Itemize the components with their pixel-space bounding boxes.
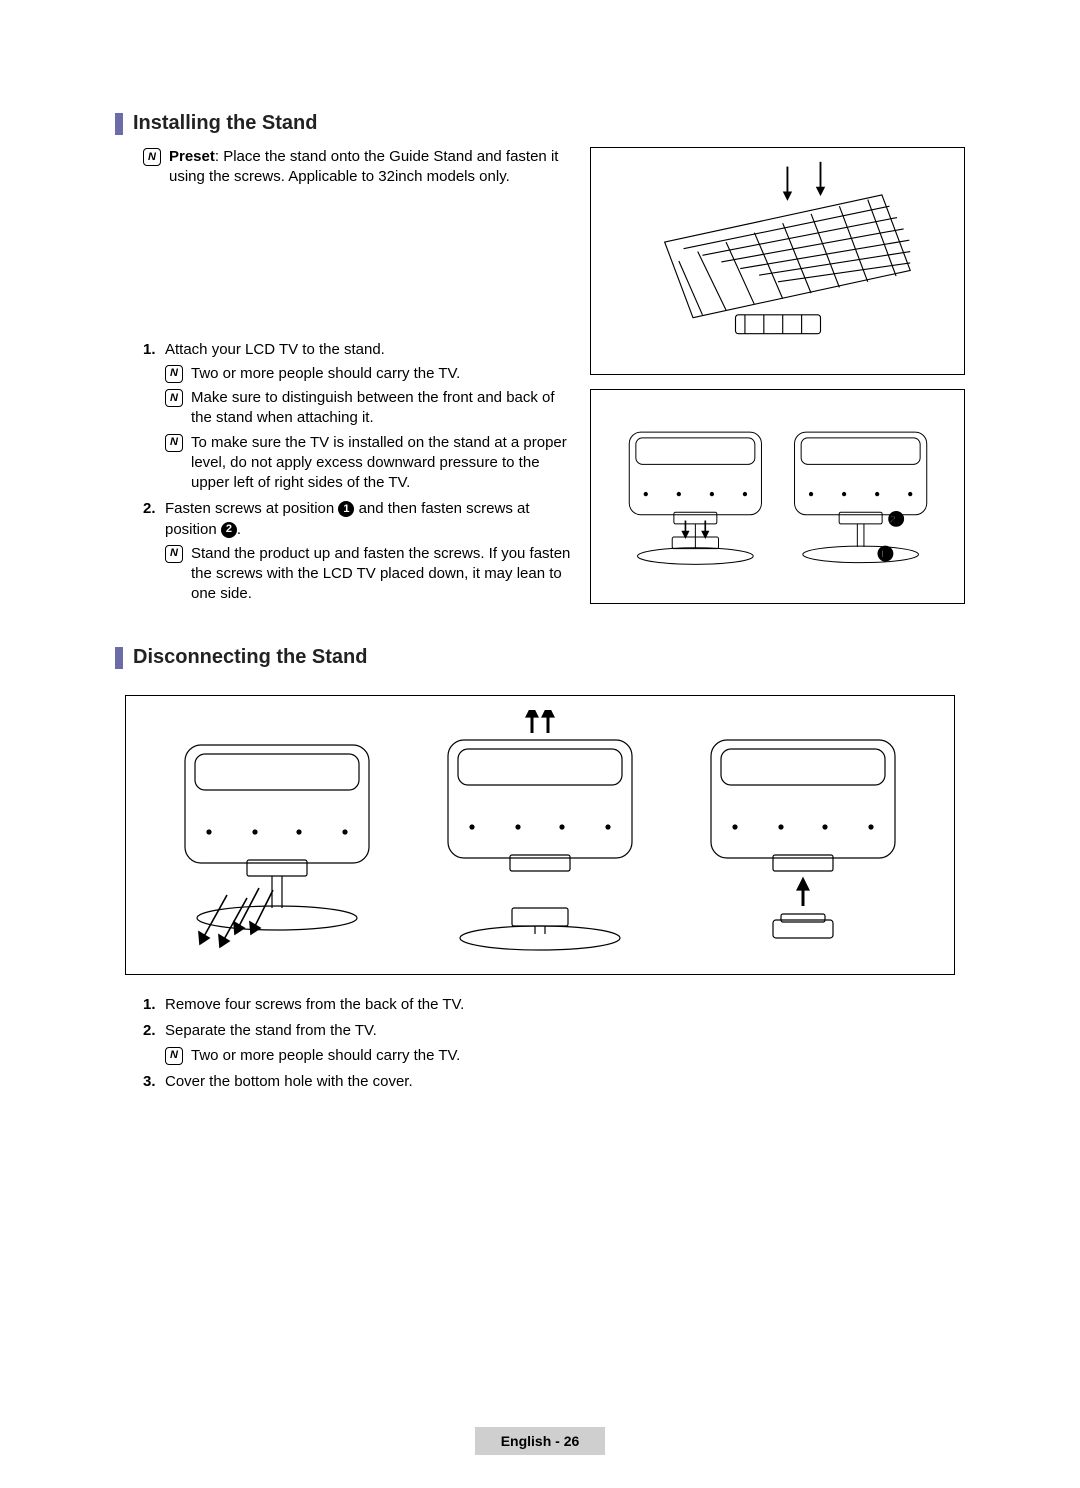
- disconnect-step-2-illustration: [425, 710, 655, 960]
- disconnect-step-1-illustration: [162, 710, 392, 960]
- step-1: Attach your LCD TV to the stand. NTwo or…: [143, 340, 572, 494]
- section-heading-disconnecting: Disconnecting the Stand: [115, 644, 965, 671]
- note-icon: N: [165, 365, 183, 383]
- stand-assembly-illustration: [608, 161, 948, 361]
- note-item: NStand the product up and fasten the scr…: [165, 544, 572, 605]
- preset-text: Preset: Place the stand onto the Guide S…: [169, 147, 572, 188]
- heading-bar: [115, 647, 123, 669]
- heading-bar: [115, 113, 123, 135]
- disconnect-step-3-illustration: [688, 710, 918, 960]
- note-icon: N: [165, 545, 183, 563]
- step-2: Fasten screws at position 1 and then fas…: [143, 499, 572, 604]
- disc-step-3: Cover the bottom hole with the cover.: [143, 1072, 965, 1092]
- note-icon: N: [165, 389, 183, 407]
- disc-step-1: Remove four screws from the back of the …: [143, 995, 965, 1015]
- note-item: NTwo or more people should carry the TV.: [165, 1046, 965, 1066]
- figure-disconnect-sequence: [125, 695, 955, 975]
- preset-note: N Preset: Place the stand onto the Guide…: [115, 147, 572, 188]
- figure-stand-perspective: [590, 147, 965, 375]
- note-item: NTwo or more people should carry the TV.: [165, 364, 572, 384]
- section-heading-installing: Installing the Stand: [115, 110, 965, 137]
- disc-step-2: Separate the stand from the TV. NTwo or …: [143, 1021, 965, 1066]
- note-item: NMake sure to distinguish between the fr…: [165, 388, 572, 429]
- note-item: NTo make sure the TV is installed on the…: [165, 433, 572, 494]
- circle-ref-2: 2: [221, 522, 237, 538]
- heading-title: Installing the Stand: [133, 110, 317, 137]
- note-icon: N: [165, 1047, 183, 1065]
- callout-1: 1: [879, 548, 885, 560]
- figure-tv-fasten: 2 1: [590, 389, 965, 604]
- circle-ref-1: 1: [338, 501, 354, 517]
- callout-2: 2: [889, 514, 895, 526]
- tv-fasten-illustration: 2 1: [603, 397, 953, 597]
- heading-title: Disconnecting the Stand: [133, 644, 367, 671]
- note-icon: N: [143, 148, 161, 166]
- page-footer: English - 26: [475, 1427, 605, 1455]
- note-icon: N: [165, 434, 183, 452]
